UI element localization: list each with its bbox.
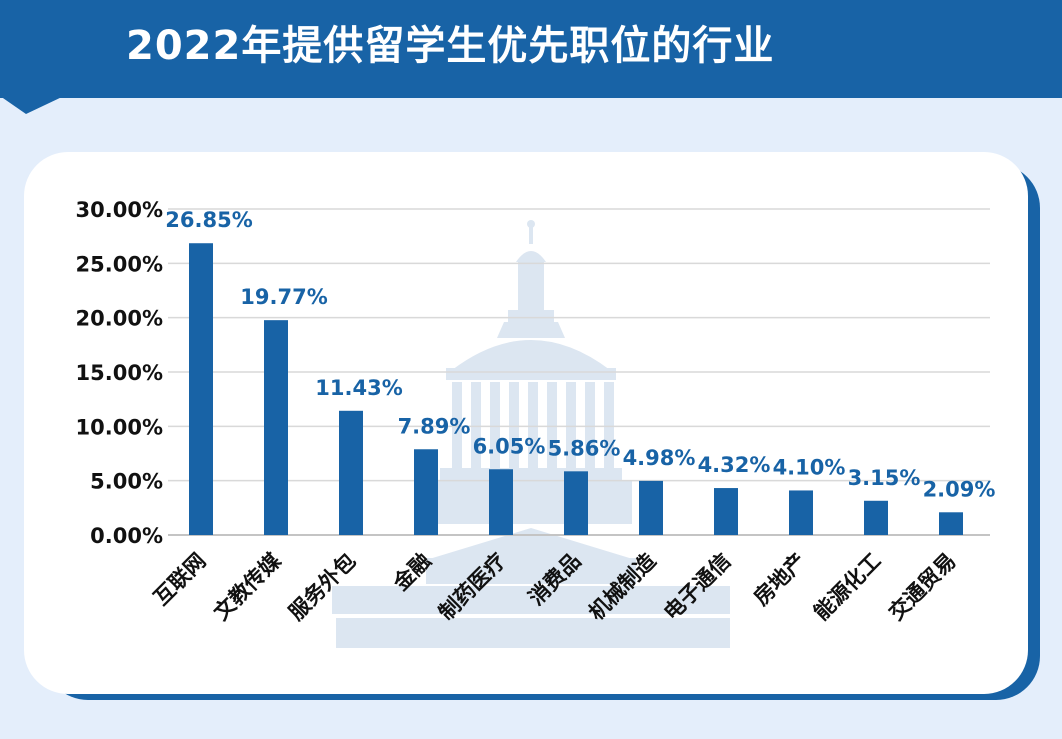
bar — [189, 243, 213, 536]
x-tick-label: 文教传媒 — [209, 548, 286, 625]
bar — [264, 320, 288, 535]
bar — [714, 488, 738, 535]
value-label: 5.86% — [548, 436, 621, 460]
bars — [189, 243, 963, 536]
value-label: 2.09% — [923, 477, 996, 501]
page-title: 2022年提供留学生优先职位的行业 — [126, 23, 775, 69]
y-axis: 0.00% 5.00% 10.00% 15.00% 20.00% 25.00% 30.00% — [76, 198, 163, 548]
x-tick-label: 房地产 — [749, 549, 811, 611]
y-tick-label: 15.00% — [76, 361, 163, 385]
bar — [489, 469, 513, 535]
header-banner: 2022年提供留学生优先职位的行业 — [0, 0, 1062, 98]
x-tick-label: 能源化工 — [809, 549, 885, 625]
value-label: 4.32% — [698, 453, 771, 477]
x-tick-label: 交通贸易 — [884, 549, 960, 625]
value-label: 19.77% — [240, 285, 327, 309]
bar — [939, 512, 963, 535]
y-tick-label: 25.00% — [76, 252, 163, 276]
value-label: 7.89% — [398, 414, 471, 438]
y-tick-label: 5.00% — [90, 470, 163, 494]
bar — [789, 490, 813, 535]
y-tick-label: 20.00% — [76, 307, 163, 331]
y-tick-label: 0.00% — [90, 524, 163, 548]
value-labels: 26.85%19.77%11.43%7.89%6.05% 5.86% 4.98% 4.… — [165, 208, 995, 501]
bar — [414, 449, 438, 535]
x-tick-label: 互联网 — [149, 549, 211, 611]
y-tick-label: 30.00% — [76, 198, 163, 222]
value-label: 11.43% — [315, 376, 402, 400]
bar — [864, 500, 888, 535]
value-label: 6.05% — [473, 434, 546, 458]
bar — [564, 471, 588, 535]
value-label: 3.15% — [848, 466, 921, 490]
bar — [639, 480, 663, 535]
value-label: 26.85% — [165, 208, 252, 232]
header-notch — [0, 96, 64, 114]
bar — [339, 410, 363, 535]
value-label: 4.10% — [773, 455, 846, 479]
value-label: 4.98% — [623, 446, 696, 470]
y-tick-label: 10.00% — [76, 415, 163, 439]
